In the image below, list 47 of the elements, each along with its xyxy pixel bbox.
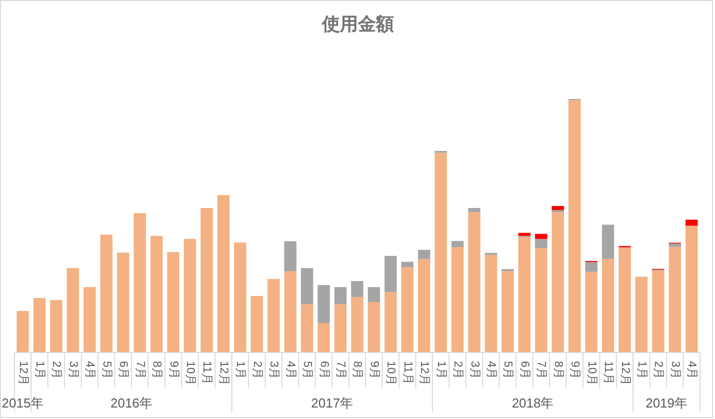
- x-tick-label: 1月: [635, 361, 648, 380]
- x-tick-label: 10月: [585, 361, 598, 386]
- annotation: 2015年: [2, 396, 44, 410]
- x-tick-label: 12月: [217, 361, 230, 386]
- x-tick-label: 9月: [368, 361, 380, 380]
- x-tick-label: 12月: [16, 361, 29, 386]
- x-tick-label: 3月: [668, 361, 681, 380]
- x-tick-label: 3月: [66, 361, 79, 380]
- x-tick-label: 2月: [50, 361, 62, 380]
- x-tick-label: 3月: [468, 361, 480, 380]
- x-tick-label: 7月: [535, 361, 548, 380]
- x-tick-label: 3月: [268, 361, 280, 380]
- x-tick-label: 10月: [184, 361, 196, 386]
- x-tick-label: 5月: [301, 361, 314, 380]
- x-tick-label: 7月: [334, 361, 346, 380]
- x-tick-label: 11月: [401, 361, 414, 385]
- x-tick-label: 12月: [418, 361, 430, 386]
- x-tick-label: 1月: [33, 361, 46, 380]
- title: 使用金額: [322, 14, 394, 34]
- x-tick-label: 6月: [518, 361, 530, 380]
- x-tick-label: 2月: [250, 361, 263, 380]
- x-tick-label: 12月: [618, 361, 631, 386]
- x-tick-label: 6月: [318, 361, 330, 380]
- annotation: 2016年: [110, 396, 152, 410]
- x-tick-label: 9月: [167, 361, 180, 380]
- x-tick-label: 2月: [452, 361, 464, 380]
- annotation: 2018年: [512, 396, 554, 410]
- annotation: 2019年: [646, 396, 688, 410]
- x-tick-label: 6月: [117, 361, 130, 380]
- x-tick-label: 11月: [200, 361, 213, 385]
- x-tick-label: 5月: [502, 361, 514, 380]
- annotation: 2017年: [311, 396, 354, 410]
- x-tick-label: 8月: [150, 361, 163, 380]
- x-tick-label: 4月: [484, 361, 497, 380]
- x-tick-label: 7月: [134, 361, 146, 380]
- x-tick-label: 11月: [602, 361, 614, 385]
- x-tick-label: 9月: [568, 361, 581, 380]
- x-tick-label: 4月: [84, 361, 96, 380]
- x-tick-label: 8月: [552, 361, 564, 380]
- x-tick-label: 1月: [234, 361, 246, 380]
- x-tick-label: 4月: [686, 361, 698, 380]
- x-tick-label: 4月: [284, 361, 296, 380]
- x-tick-label: 2月: [652, 361, 664, 380]
- x-tick-label: 10月: [384, 361, 397, 386]
- x-tick-label: 1月: [434, 361, 447, 380]
- x-tick-label: 5月: [100, 361, 112, 380]
- x-tick-label: 8月: [351, 361, 364, 380]
